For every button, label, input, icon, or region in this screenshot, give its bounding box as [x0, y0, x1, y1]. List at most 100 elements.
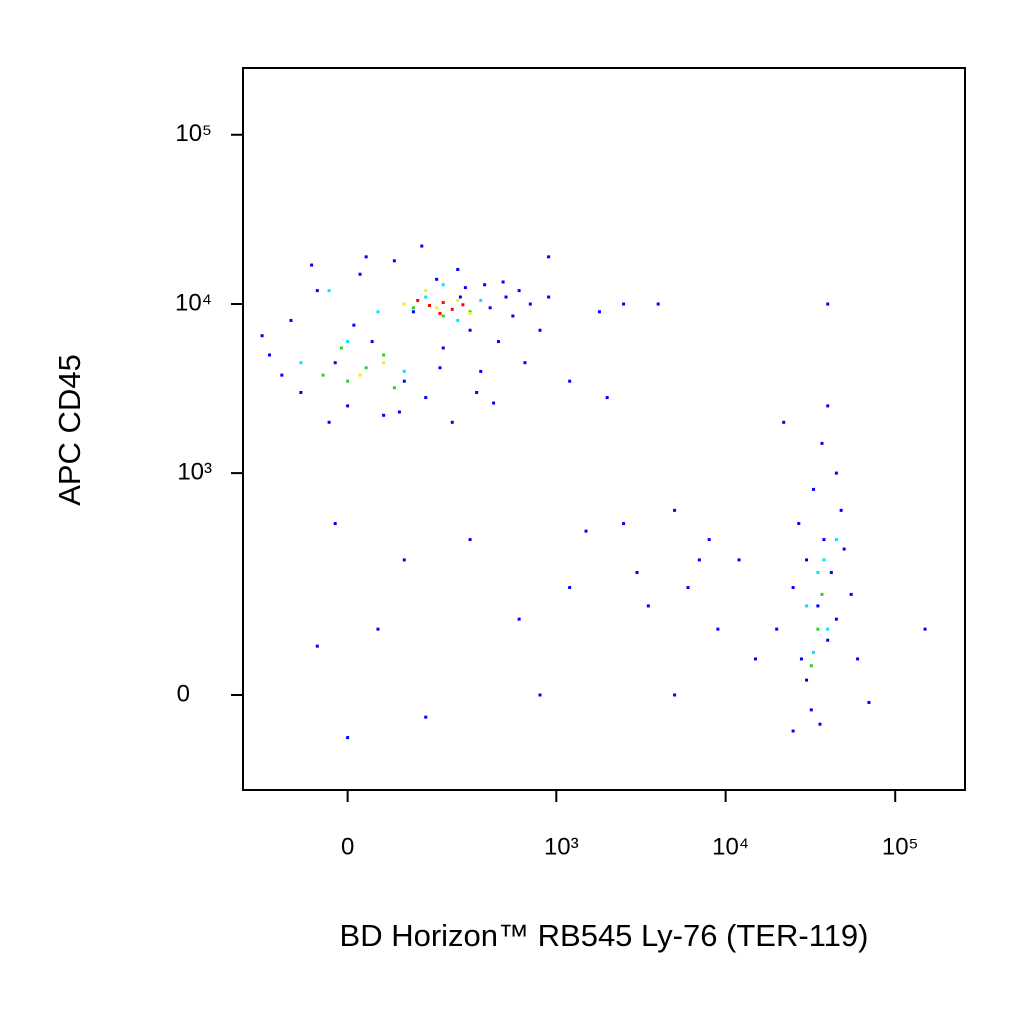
event-dot — [504, 295, 508, 299]
y-tick-label: 10³ — [177, 458, 212, 485]
event-dot — [816, 571, 820, 575]
event-dot — [468, 311, 472, 315]
event-dot — [260, 334, 264, 338]
event-dot — [673, 693, 677, 697]
x-tick-label: 0 — [341, 833, 354, 860]
event-dot — [441, 283, 445, 287]
event-dot — [315, 644, 319, 648]
event-dot — [299, 391, 303, 395]
event-dot — [737, 558, 741, 562]
event-dot — [397, 410, 401, 414]
event-dot — [463, 286, 467, 290]
event-dot — [441, 346, 445, 350]
event-dot — [568, 586, 572, 590]
x-tick-label: 10⁴ — [712, 833, 749, 860]
event-dot — [411, 310, 415, 314]
event-dot — [812, 650, 816, 654]
event-dot — [299, 361, 303, 365]
x-tick-label: 10⁵ — [882, 833, 919, 860]
event-dot — [456, 318, 460, 322]
event-dot — [315, 289, 319, 293]
event-dot — [441, 301, 445, 305]
x-tick-label: 10³ — [544, 833, 579, 860]
event-dot — [364, 255, 368, 259]
event-dot — [450, 307, 454, 311]
event-dot — [775, 627, 779, 631]
event-dot — [584, 529, 588, 533]
event-dot — [834, 617, 838, 621]
event-dot — [538, 328, 542, 332]
event-dot — [826, 627, 830, 631]
y-tick-label: 10⁵ — [175, 120, 212, 147]
event-dot — [826, 638, 830, 642]
event-dot — [346, 379, 350, 383]
event-dot — [358, 272, 362, 276]
event-dot — [799, 657, 803, 661]
y-tick-label: 0 — [177, 680, 190, 707]
event-dot — [867, 700, 871, 704]
event-dot — [402, 302, 406, 306]
event-dot — [538, 693, 542, 697]
event-dot — [428, 304, 432, 308]
y-tick-label: 10⁴ — [175, 289, 212, 316]
event-dot — [797, 522, 801, 526]
event-dot — [816, 627, 820, 631]
event-dot — [605, 396, 609, 400]
event-dot — [646, 604, 650, 608]
event-dot — [468, 328, 472, 332]
event-dot — [517, 617, 521, 621]
event-dot — [402, 379, 406, 383]
event-dot — [468, 310, 472, 314]
event-dot — [461, 303, 465, 307]
event-dot — [816, 604, 820, 608]
event-dot — [834, 471, 838, 475]
event-dot — [424, 715, 428, 719]
event-dot — [528, 302, 532, 306]
y-axis-title: APC CD45 — [52, 354, 87, 506]
event-dot — [842, 547, 846, 551]
event-dot — [716, 627, 720, 631]
event-dot — [791, 729, 795, 733]
event-dot — [382, 353, 386, 357]
event-dot — [707, 538, 711, 542]
event-dot — [392, 259, 396, 263]
event-dot — [456, 298, 460, 302]
event-dot — [791, 586, 795, 590]
event-dot — [333, 522, 337, 526]
event-dot — [411, 306, 415, 310]
event-dot — [402, 558, 406, 562]
event-dot — [458, 295, 462, 299]
event-dot — [753, 657, 757, 661]
event-dot — [673, 508, 677, 512]
event-dot — [782, 420, 786, 424]
event-dot — [805, 558, 809, 562]
event-dot — [849, 592, 853, 596]
x-axis-title: BD Horizon™ RB545 Ly-76 (TER-119) — [340, 918, 869, 953]
event-dot — [352, 323, 356, 327]
event-dot — [622, 522, 626, 526]
event-dot — [289, 318, 293, 322]
event-dot — [382, 361, 386, 365]
event-dot — [358, 373, 362, 377]
event-dot — [622, 302, 626, 306]
event-dot — [820, 441, 824, 445]
event-dot — [812, 487, 816, 491]
event-dot — [686, 586, 690, 590]
event-dot — [456, 267, 460, 271]
event-dot — [327, 420, 331, 424]
event-dot — [822, 558, 826, 562]
event-dot — [501, 280, 505, 284]
event-dot — [376, 310, 380, 314]
event-dot — [435, 277, 439, 281]
event-dot — [829, 571, 833, 575]
event-dot — [809, 708, 813, 712]
event-dot — [483, 283, 487, 287]
event-dot — [834, 538, 838, 542]
event-dot — [547, 255, 551, 259]
event-dot — [547, 295, 551, 299]
event-dot — [346, 340, 350, 344]
event-dot — [327, 289, 331, 293]
event-dot — [346, 404, 350, 408]
event-dot — [923, 627, 927, 631]
